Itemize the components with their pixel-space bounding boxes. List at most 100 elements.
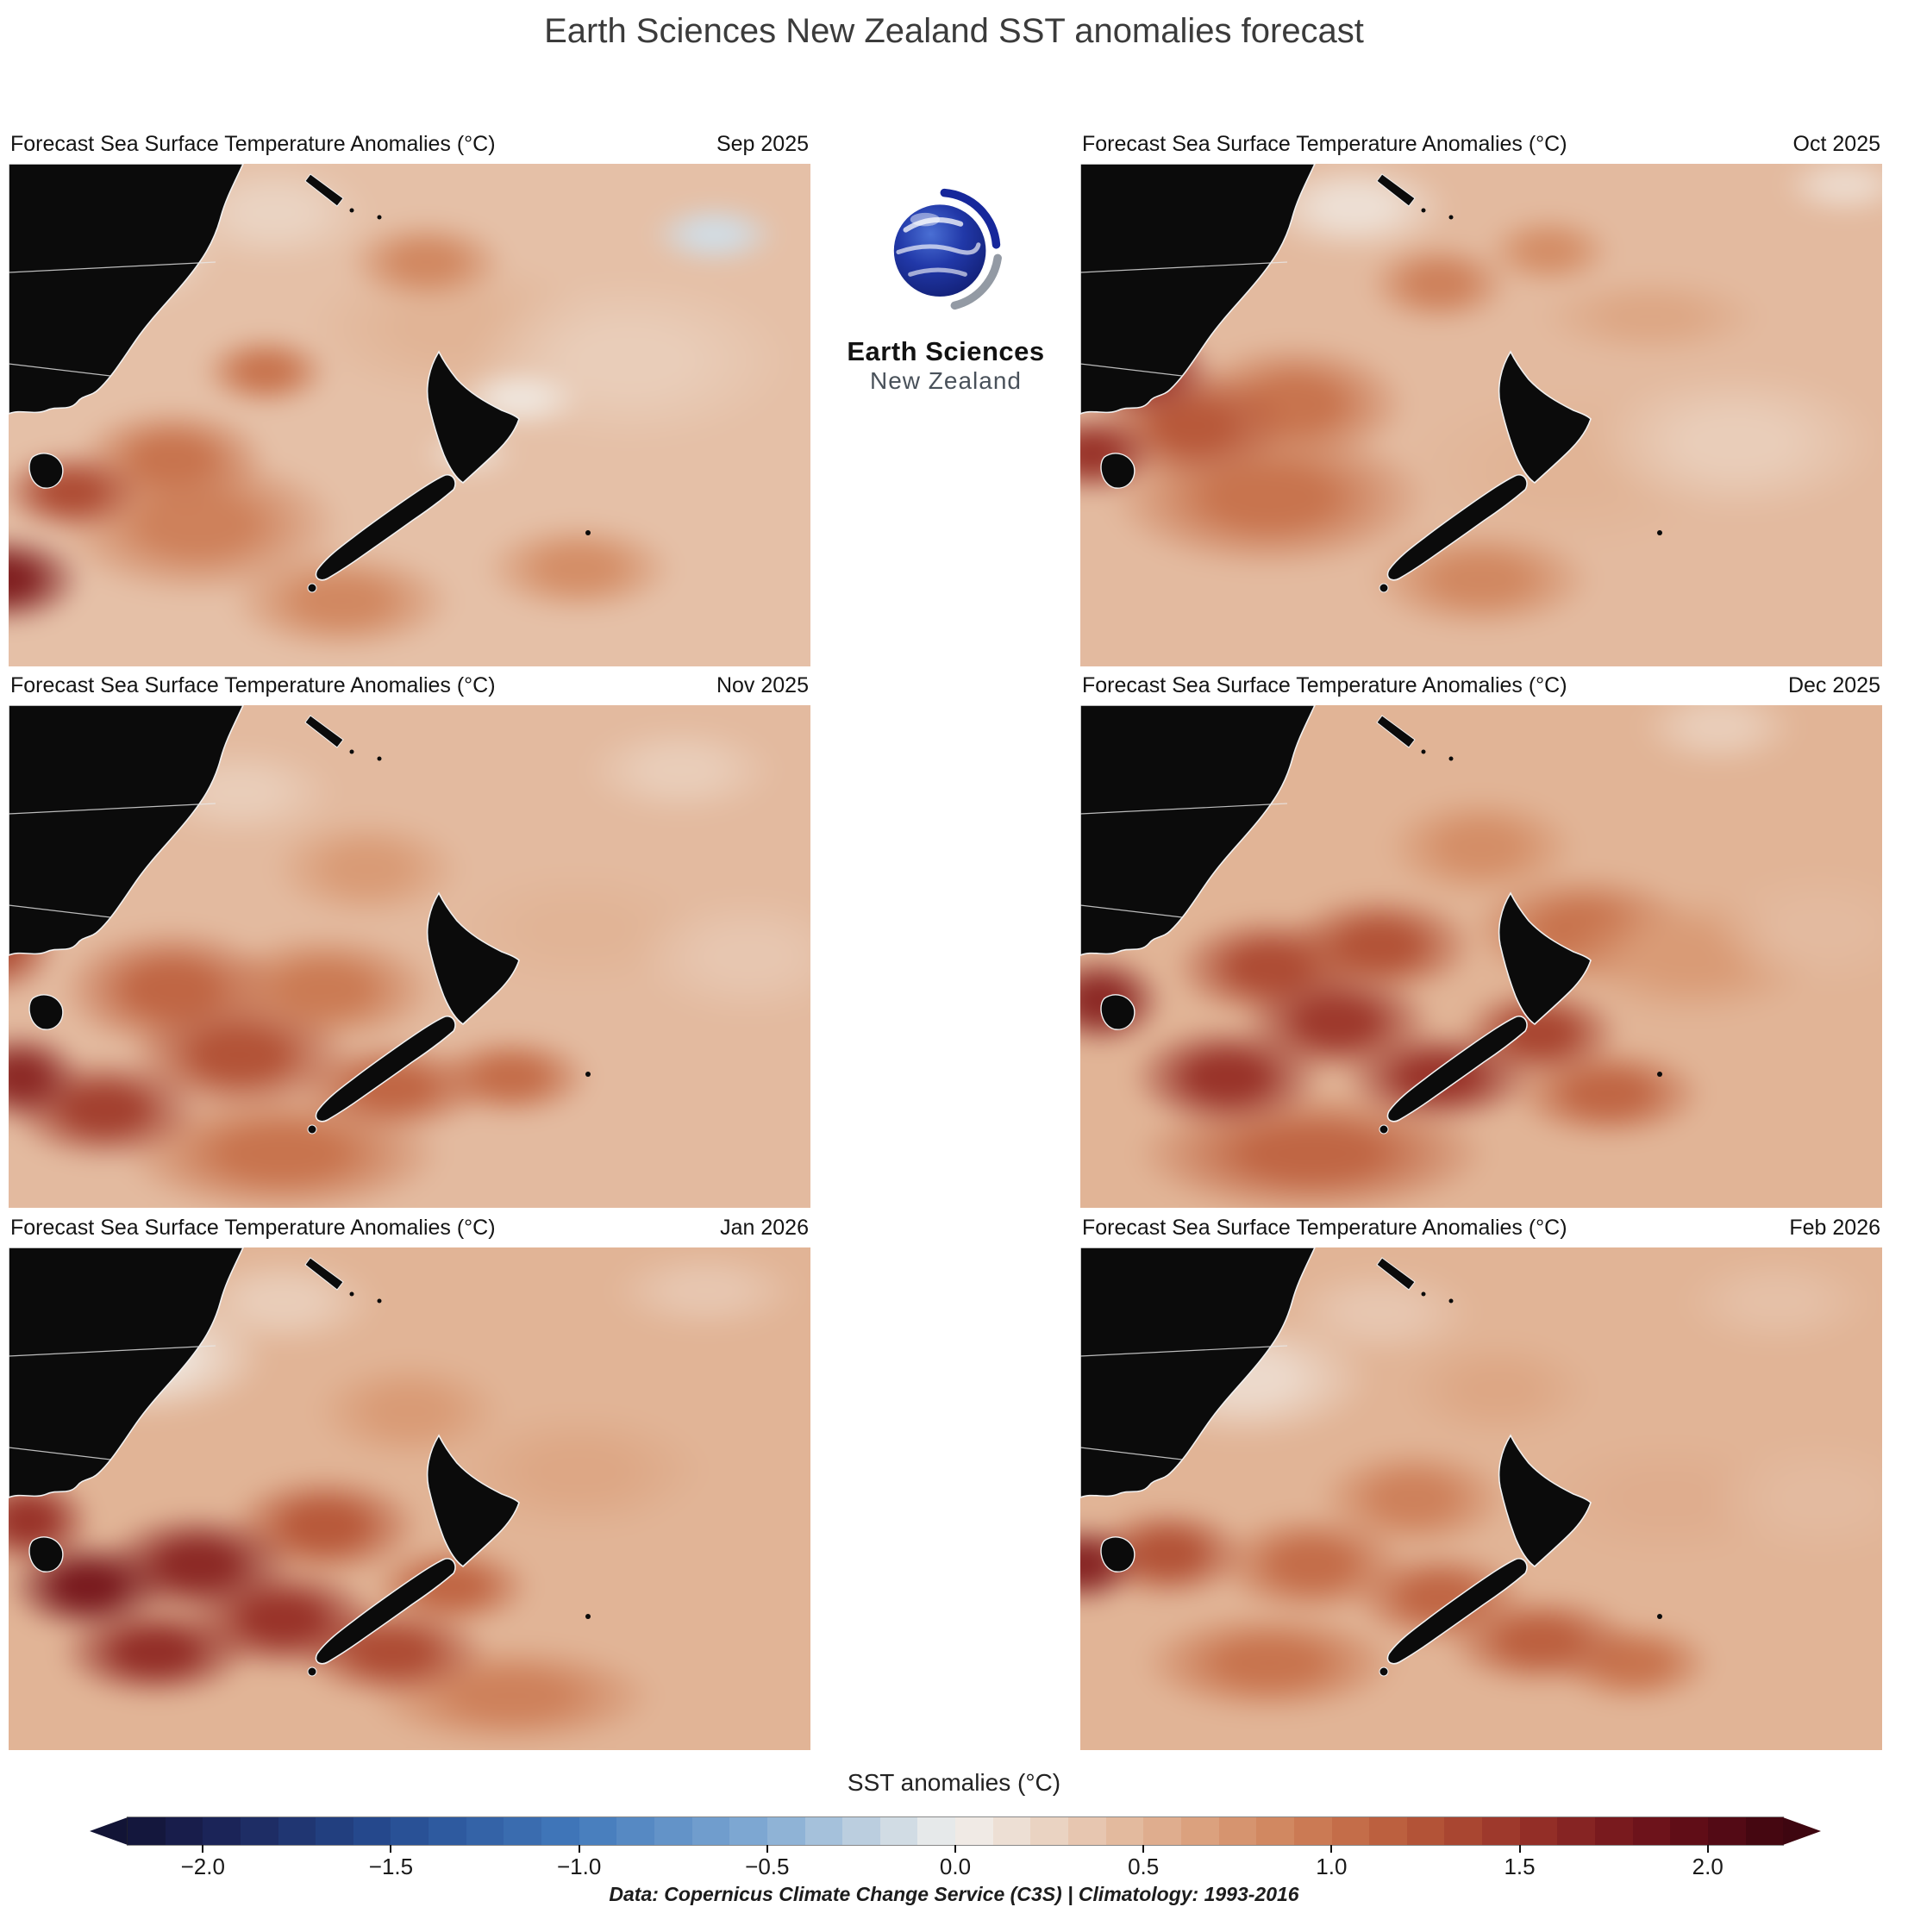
colorbar-segment bbox=[1557, 1817, 1595, 1845]
colorbar-segment bbox=[1180, 1817, 1219, 1845]
colorbar-left-arrow bbox=[90, 1817, 128, 1845]
chatham-islands-dot bbox=[1657, 530, 1662, 535]
colorbar-segment bbox=[579, 1817, 617, 1845]
logo-text-secondary: New Zealand bbox=[870, 367, 1022, 394]
colorbar-segment bbox=[1256, 1817, 1294, 1845]
basemap bbox=[9, 164, 591, 593]
tasmania-landmass bbox=[1100, 1536, 1135, 1572]
colorbar-segment bbox=[1030, 1817, 1069, 1845]
sst-map bbox=[1080, 705, 1882, 1208]
colorbar-segment bbox=[504, 1817, 542, 1845]
australia-landmass bbox=[9, 705, 244, 956]
colorbar-segment bbox=[353, 1817, 391, 1845]
sst-map bbox=[9, 164, 810, 666]
colorbar-segment bbox=[1444, 1817, 1483, 1845]
panel-title: Forecast Sea Surface Temperature Anomali… bbox=[1082, 673, 1567, 697]
panel-header: Forecast Sea Surface Temperature Anomali… bbox=[1080, 131, 1882, 164]
colorbar-tick-label: 0.0 bbox=[939, 1854, 972, 1879]
colorbar-segment bbox=[240, 1817, 278, 1845]
data-source-caption: Data: Copernicus Climate Change Service … bbox=[609, 1883, 1299, 1905]
panel-date: Dec 2025 bbox=[1787, 673, 1880, 697]
chatham-islands-dot bbox=[585, 1614, 591, 1619]
colorbar-segment bbox=[1293, 1817, 1332, 1845]
colorbar-tick-label: −1.5 bbox=[368, 1854, 414, 1879]
colorbar-tick-mark bbox=[954, 1845, 956, 1853]
colorbar-tick-mark bbox=[578, 1845, 580, 1853]
colorbar-segment bbox=[466, 1817, 504, 1845]
colorbar-segment bbox=[654, 1817, 692, 1845]
colorbar-tick-mark bbox=[1518, 1845, 1521, 1853]
norfolk-island-dot bbox=[1448, 756, 1454, 761]
new-zealand-landmass bbox=[307, 891, 520, 1135]
panel-header: Forecast Sea Surface Temperature Anomali… bbox=[9, 672, 810, 705]
colorbar-segment bbox=[1707, 1817, 1746, 1845]
island-dot bbox=[349, 208, 354, 213]
colorbar-segment bbox=[616, 1817, 654, 1845]
colorbar-segment bbox=[541, 1817, 579, 1845]
new-zealand-landmass bbox=[1379, 1434, 1592, 1677]
logo: Earth Sciences New Zealand bbox=[819, 175, 1073, 395]
basemap bbox=[9, 1247, 591, 1677]
colorbar-segment bbox=[278, 1817, 316, 1845]
sst-map bbox=[1080, 1247, 1882, 1750]
panel-sep-2025: Forecast Sea Surface Temperature Anomali… bbox=[9, 131, 810, 666]
colorbar-segment bbox=[955, 1817, 993, 1845]
panel-title: Forecast Sea Surface Temperature Anomali… bbox=[10, 1216, 496, 1240]
island-dot bbox=[349, 1291, 354, 1297]
colorbar-segment bbox=[1482, 1817, 1520, 1845]
australia-landmass bbox=[1080, 1247, 1316, 1498]
colorbar-tick-mark bbox=[202, 1845, 204, 1853]
panel-date: Nov 2025 bbox=[716, 673, 809, 697]
colorbar-segment bbox=[1594, 1817, 1633, 1845]
colorbar-tick-label: 2.0 bbox=[1692, 1854, 1723, 1879]
australia-landmass bbox=[1080, 705, 1316, 956]
tasmania-landmass bbox=[1100, 453, 1135, 489]
new-zealand-landmass bbox=[307, 350, 520, 593]
colorbar-segment bbox=[729, 1817, 767, 1845]
colorbar-segment bbox=[804, 1817, 843, 1845]
colorbar-tick-label: −0.5 bbox=[745, 1854, 790, 1879]
colorbar-tick-label: 1.5 bbox=[1504, 1854, 1536, 1879]
panel-feb-2026: Forecast Sea Surface Temperature Anomali… bbox=[1080, 1215, 1882, 1750]
colorbar-segment bbox=[128, 1817, 166, 1845]
chatham-islands-dot bbox=[1657, 1614, 1662, 1619]
colorbar-segment bbox=[842, 1817, 880, 1845]
new-caledonia-landmass bbox=[1376, 173, 1416, 207]
australia-landmass bbox=[1080, 164, 1316, 415]
new-caledonia-landmass bbox=[304, 173, 344, 207]
panel-title: Forecast Sea Surface Temperature Anomali… bbox=[10, 673, 496, 697]
colorbar-segment bbox=[203, 1817, 241, 1845]
panel-nov-2025: Forecast Sea Surface Temperature Anomali… bbox=[9, 672, 810, 1208]
sst-map bbox=[9, 1247, 810, 1750]
colorbar-segment bbox=[879, 1817, 918, 1845]
island-dot bbox=[1421, 1291, 1426, 1297]
chatham-islands-dot bbox=[585, 530, 591, 535]
new-zealand-landmass bbox=[307, 1434, 520, 1677]
panel-title: Forecast Sea Surface Temperature Anomali… bbox=[1082, 132, 1567, 156]
basemap bbox=[1080, 164, 1662, 593]
new-caledonia-landmass bbox=[304, 715, 344, 748]
panel-date: Feb 2026 bbox=[1789, 1216, 1880, 1240]
colorbar-tick-mark bbox=[1142, 1845, 1145, 1853]
sst-map bbox=[1080, 164, 1882, 666]
norfolk-island-dot bbox=[377, 756, 382, 761]
panel-title: Forecast Sea Surface Temperature Anomali… bbox=[1082, 1216, 1567, 1240]
sst-map bbox=[9, 705, 810, 1208]
colorbar-segment bbox=[1218, 1817, 1257, 1845]
panel-header: Forecast Sea Surface Temperature Anomali… bbox=[1080, 1215, 1882, 1247]
chatham-islands-dot bbox=[1657, 1072, 1662, 1077]
colorbar-segment bbox=[992, 1817, 1031, 1845]
panel-title: Forecast Sea Surface Temperature Anomali… bbox=[10, 132, 496, 156]
norfolk-island-dot bbox=[1448, 1298, 1454, 1304]
panel-oct-2025: Forecast Sea Surface Temperature Anomali… bbox=[1080, 131, 1882, 666]
new-caledonia-landmass bbox=[304, 1257, 344, 1291]
norfolk-island-dot bbox=[377, 215, 382, 220]
colorbar-segment bbox=[1670, 1817, 1708, 1845]
colorbar-segment bbox=[429, 1817, 466, 1845]
colorbar-segment bbox=[391, 1817, 429, 1845]
basemap bbox=[9, 705, 591, 1135]
island-dot bbox=[1421, 208, 1426, 213]
new-zealand-landmass bbox=[1379, 350, 1592, 593]
earth-globe-icon bbox=[893, 188, 1002, 310]
